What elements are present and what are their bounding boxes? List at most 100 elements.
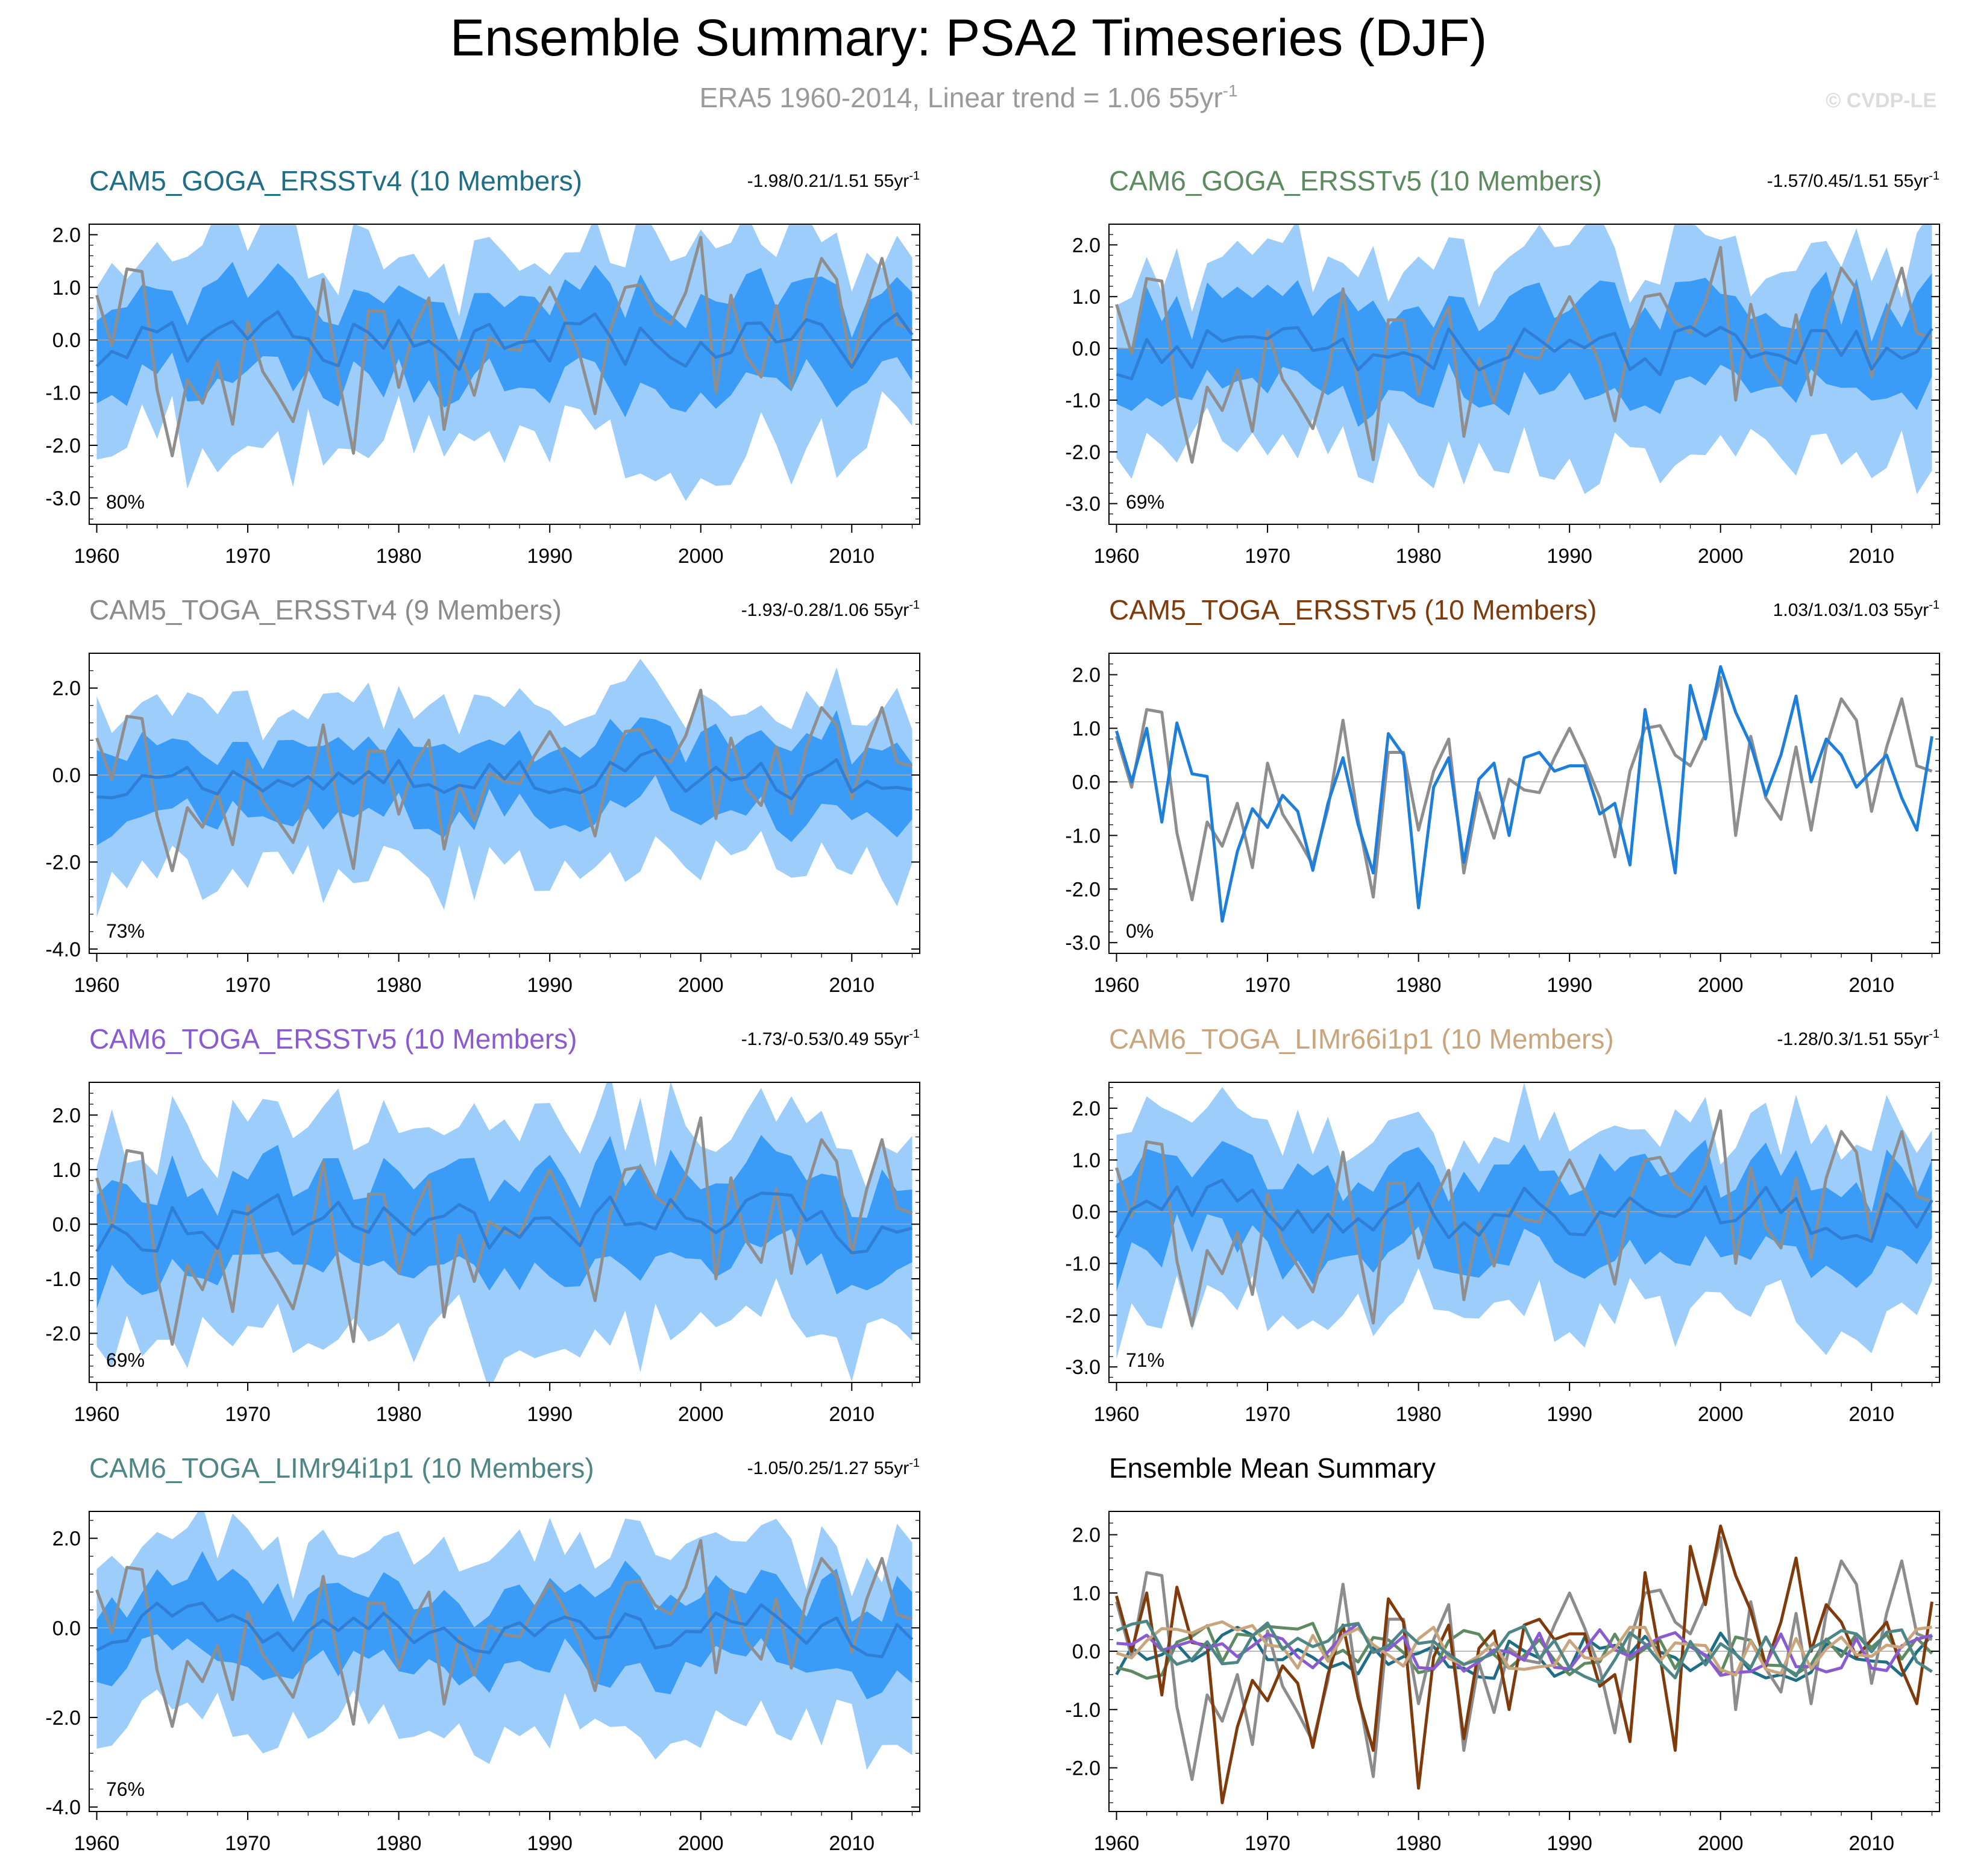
inner-spread-band [96,1551,912,1699]
x-tick-label: 1990 [527,1832,573,1855]
observed-era5-line [95,1539,913,1728]
panel-percent-label: 71% [1126,1349,1164,1371]
x-tick-label: 1990 [1547,974,1592,997]
y-tick-label: -3.0 [1065,932,1101,955]
panel-cam6-goga-ersstv5: CAM6_GOGA_ERSSTv5 (10 Members) -1.57/0.45… [1065,165,1940,568]
x-tick-label: 2000 [678,1403,724,1426]
plot-area [1109,1524,1939,1804]
inner-spread-band [1116,1140,1932,1292]
y-tick-label: 2.0 [52,677,81,700]
panel-trend-stats: 1.03/1.03/1.03 55yr-1 [1773,598,1939,620]
y-tick-label: -4.0 [45,938,81,961]
panel-frame [1108,224,1940,525]
panel-percent-label: 69% [1126,491,1164,513]
x-tick-label: 1970 [1245,1832,1290,1855]
y-tick-label: 2.0 [52,224,81,246]
x-tick-label: 1990 [1547,1832,1592,1855]
x-tick-label: 1960 [1094,545,1140,568]
watermark: © CVDP-LE [1826,89,1936,112]
plot-area [1109,1082,1939,1360]
x-tick-label: 1980 [1396,974,1442,997]
x-tick-label: 1970 [1245,1403,1290,1426]
panel-trend-values: -1.73/-0.53/0.49 55yr [741,1029,909,1049]
x-tick-label: 2000 [1698,1403,1744,1426]
panel-trend-values: -1.05/0.25/1.27 55yr [747,1458,909,1478]
y-tick-label: 1.0 [1072,286,1101,309]
mean-series-line [1116,1622,1933,1677]
y-tick-label: 2.0 [1072,664,1101,687]
panel-title: CAM5_GOGA_ERSSTv4 (10 Members) [89,165,582,196]
x-tick-label: 1990 [527,974,573,997]
observed-era5-line [95,1116,913,1346]
mean-series-line [1116,1619,1933,1684]
panel-ensemble-mean-summary: Ensemble Mean Summary 2.0 1.0 0.0 -1.0 -2.0 19… [1065,1452,1940,1855]
x-tick-label: 1980 [376,974,422,997]
x-tick-label: 2010 [829,1403,875,1426]
y-tick-label: -2.0 [45,1707,81,1730]
x-tick-label: 1980 [1396,545,1442,568]
panel-cam5-toga-ersstv5: CAM5_TOGA_ERSSTv5 (10 Members) 1.03/1.03/… [1065,594,1940,997]
x-tick-label: 1990 [1547,1403,1592,1426]
y-tick-label: -2.0 [1065,878,1101,901]
panel-cam6-toga-limr66i1p1: CAM6_TOGA_LIMr66i1p1 (10 Members) -1.28/0… [1065,1023,1940,1426]
x-tick-label: 2000 [1698,545,1744,568]
y-tick-label: 2.0 [1072,1524,1101,1547]
panel-percent-label: 73% [106,920,145,942]
y-tick-label: -2.0 [1065,1757,1101,1780]
y-tick-label: 1.0 [1072,718,1101,741]
x-tick-label: 1970 [225,545,271,568]
panel-trend-values: -1.57/0.45/1.51 55yr [1767,171,1929,191]
x-tick-label: 1990 [527,1403,573,1426]
x-tick-label: 2010 [829,545,875,568]
panel-title: CAM5_TOGA_ERSSTv4 (9 Members) [89,594,562,626]
x-tick-label: 1970 [225,1832,271,1855]
panel-percent-label: 76% [106,1778,145,1800]
x-tick-label: 2000 [678,974,724,997]
x-tick-label: 1980 [376,1403,422,1426]
y-tick-label: -1.0 [1065,1253,1101,1276]
x-tick-label: 1990 [527,545,573,568]
panel-trend-stats: -1.98/0.21/1.51 55yr-1 [747,169,920,191]
y-tick-label: 0.0 [1072,1640,1101,1663]
y-tick-label: 2.0 [52,1528,81,1551]
panel-percent-label: 0% [1126,920,1154,942]
plot-area [1109,665,1939,923]
x-tick-label: 1990 [1547,545,1592,568]
y-tick-label: -2.0 [45,434,81,457]
panel-trend-unit-sup: -1 [1929,169,1939,183]
panel-frame [89,653,920,954]
panel-trend-values: -1.28/0.3/1.51 55yr [1777,1029,1929,1049]
x-tick-label: 2010 [1848,545,1894,568]
panel-trend-values: -1.98/0.21/1.51 55yr [747,171,909,191]
figure-subtitle-main: ERA5 1960-2014, Linear trend = 1.06 55yr [699,82,1222,113]
x-tick-label: 1980 [376,1832,422,1855]
y-tick-label: 1.0 [1072,1582,1101,1605]
panel-trend-unit-sup: -1 [909,598,920,612]
x-tick-label: 1960 [1094,1832,1140,1855]
x-tick-label: 1960 [1094,1403,1140,1426]
panel-cam6-toga-limr94i1p1: CAM6_TOGA_LIMr94i1p1 (10 Members) -1.05/0… [45,1452,920,1855]
x-tick-label: 2010 [829,1832,875,1855]
ensemble-mean-line [95,310,914,371]
y-tick-label: -2.0 [45,851,81,874]
ensemble-mean-line [96,1601,914,1658]
y-tick-label: 0.0 [52,1213,81,1236]
x-tick-label: 1980 [1396,1832,1442,1855]
x-tick-label: 1970 [1245,545,1290,568]
y-tick-label: -1.0 [1065,1699,1101,1722]
x-tick-label: 1960 [74,545,120,568]
y-tick-label: 1.0 [52,277,81,300]
ensemble-mean-line [95,1191,913,1255]
y-tick-label: 0.0 [52,1617,81,1640]
y-tick-label: 0.0 [1072,337,1101,360]
y-tick-label: 0.0 [1072,771,1101,794]
figure-subtitle: ERA5 1960-2014, Linear trend = 1.06 55yr… [699,81,1237,113]
x-tick-label: 1980 [376,545,422,568]
observed-era5-line [95,688,913,873]
panel-frame [89,1511,920,1812]
panel-title: CAM6_TOGA_LIMr66i1p1 (10 Members) [1109,1023,1614,1055]
panel-trend-unit-sup: -1 [1929,598,1939,612]
mean-series-line [1116,1620,1932,1677]
panels-group: CAM5_GOGA_ERSSTv4 (10 Members) -1.98/0.21… [45,165,1940,1855]
panel-title: CAM6_TOGA_ERSSTv5 (10 Members) [89,1023,577,1055]
